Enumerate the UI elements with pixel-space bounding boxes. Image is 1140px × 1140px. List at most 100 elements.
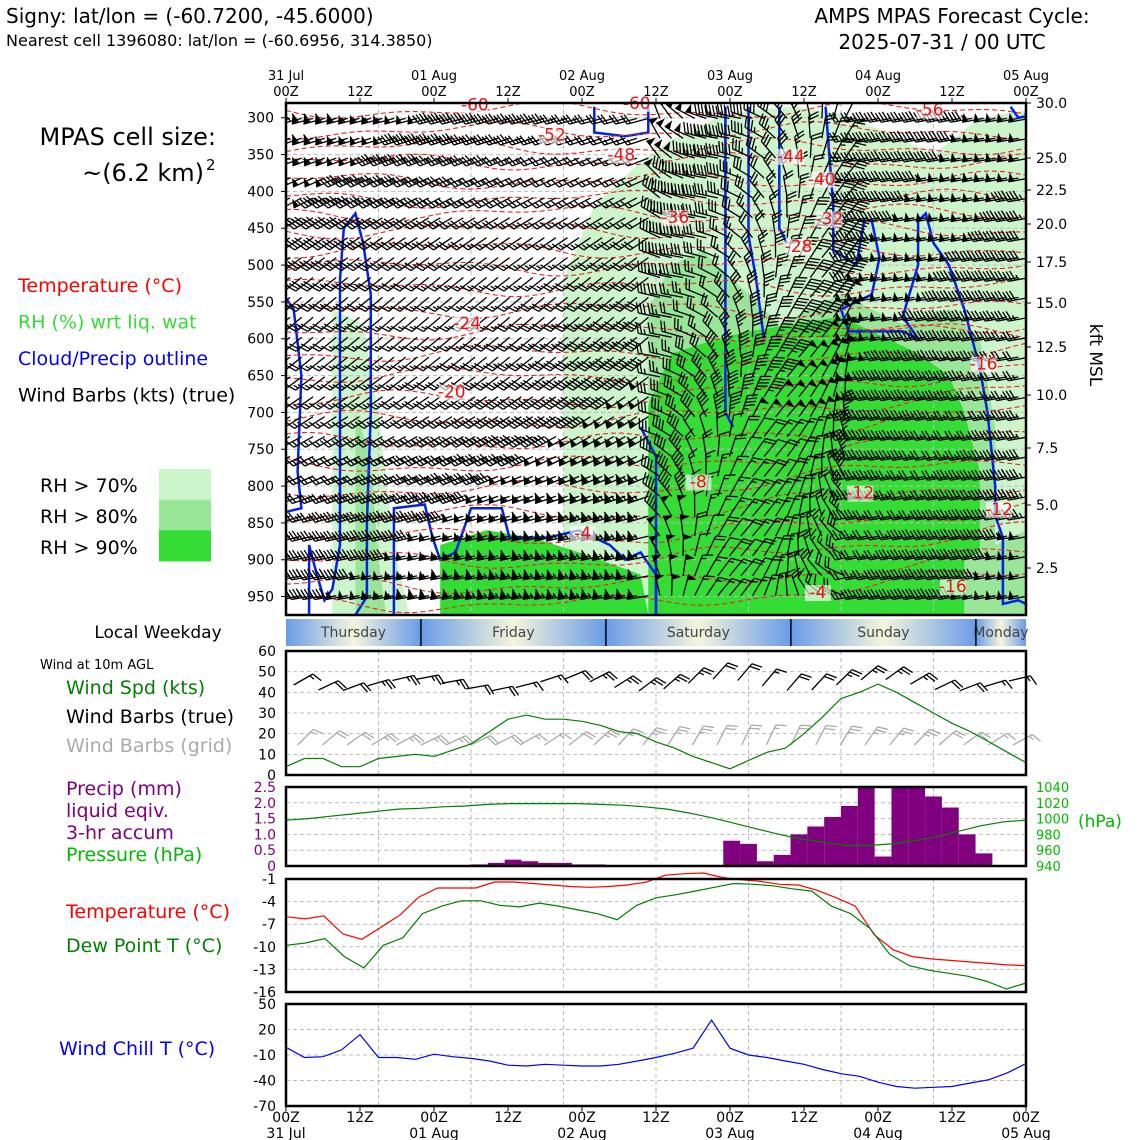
wind-barb: [326, 590, 348, 601]
wind-barb: [303, 113, 325, 125]
barb-staff: [294, 416, 314, 429]
rh-swatch: [159, 469, 211, 500]
barb-full: [286, 345, 297, 352]
barb-full: [334, 220, 344, 228]
barb-full: [311, 493, 320, 503]
barb-staff: [286, 117, 302, 125]
barb-flag: [292, 198, 299, 209]
barb-staff: [365, 296, 383, 312]
barb-full: [275, 283, 284, 293]
barb-flag: [349, 156, 356, 166]
barb-full: [367, 305, 378, 312]
wind-barb: [361, 114, 383, 125]
barb-full: [345, 475, 355, 484]
barb-staff: [314, 117, 337, 125]
barb-half: [570, 244, 576, 249]
barb-staff: [337, 117, 360, 125]
wind-barb: [296, 530, 325, 542]
barb-full: [305, 195, 315, 204]
barb-half: [501, 244, 507, 249]
legend-item: Temperature (°C): [17, 275, 182, 297]
barb-flag: [407, 114, 414, 125]
barb-full: [365, 476, 375, 486]
barb-full: [365, 513, 374, 523]
barb-full: [297, 365, 308, 372]
barb-full: [299, 456, 309, 465]
barb-full: [334, 438, 344, 447]
barb-full: [319, 439, 329, 448]
barb-full: [383, 134, 392, 144]
barb-flag: [303, 177, 311, 188]
barb-full: [291, 530, 300, 541]
barb-flag: [338, 135, 345, 146]
barb-full: [335, 262, 345, 270]
barb-staff: [326, 535, 348, 542]
barb-staff: [305, 416, 326, 429]
wind-barb: [355, 336, 383, 352]
barb-staff: [372, 535, 395, 542]
barb-staff: [353, 296, 372, 312]
barb-full: [345, 512, 354, 522]
barb-full: [365, 157, 375, 167]
barb-full: [360, 176, 370, 185]
barb-half: [274, 323, 279, 328]
barb-full: [286, 305, 297, 312]
barb-full: [354, 458, 364, 467]
barb-full: [331, 570, 339, 581]
barb-full: [585, 136, 594, 146]
barb-full: [289, 303, 300, 310]
rh90-region: [648, 316, 980, 615]
wind-barb: [344, 356, 372, 372]
barb-full: [309, 384, 320, 391]
barb-half: [306, 159, 312, 164]
barb-full: [318, 588, 326, 599]
barb-full: [269, 133, 276, 144]
barb-full: [274, 220, 283, 231]
barb-half: [351, 365, 357, 370]
rh-swatch: [159, 499, 211, 531]
barb-half: [319, 283, 325, 288]
barb-full: [354, 551, 362, 561]
barb-full: [357, 220, 368, 228]
barb-full: [308, 532, 316, 542]
barb-full: [312, 323, 323, 330]
barb-full: [507, 135, 516, 145]
barb-full: [296, 421, 307, 429]
barb-staff: [316, 455, 337, 467]
barb-staff: [339, 177, 360, 188]
barb-full: [343, 243, 353, 251]
wind-barb: [286, 356, 303, 372]
temperature-contour: [286, 239, 1026, 259]
wind-barb: [366, 376, 395, 391]
barb-full: [319, 200, 329, 209]
barb-full: [334, 493, 343, 503]
wind-barb: [331, 174, 360, 188]
legend-item: Cloud/Precip outline: [18, 348, 208, 370]
wind-barb: [291, 134, 314, 146]
barb-staff: [329, 376, 349, 391]
barb-half: [340, 345, 346, 350]
barb-full: [291, 134, 300, 144]
barb-full: [297, 264, 308, 272]
barb-full: [332, 345, 343, 352]
barb-half: [279, 238, 283, 243]
barb-half: [364, 117, 369, 123]
barb-full: [380, 156, 389, 166]
barb-full: [346, 241, 356, 249]
barb-full: [312, 282, 323, 290]
barb-full: [288, 475, 297, 484]
barb-staff: [295, 316, 314, 332]
barb-staff: [349, 535, 372, 542]
wind-barb: [321, 296, 349, 312]
barb-half: [379, 495, 384, 501]
barb-full: [342, 551, 350, 561]
barb-full: [369, 456, 378, 465]
barb-full: [296, 590, 304, 600]
barb-full: [585, 200, 595, 209]
barb-staff: [286, 296, 303, 312]
barb-half: [276, 573, 279, 578]
barb-full: [334, 177, 343, 187]
wind-barb: [286, 336, 303, 352]
barb-staff: [361, 117, 383, 125]
wind-barb: [296, 512, 325, 523]
